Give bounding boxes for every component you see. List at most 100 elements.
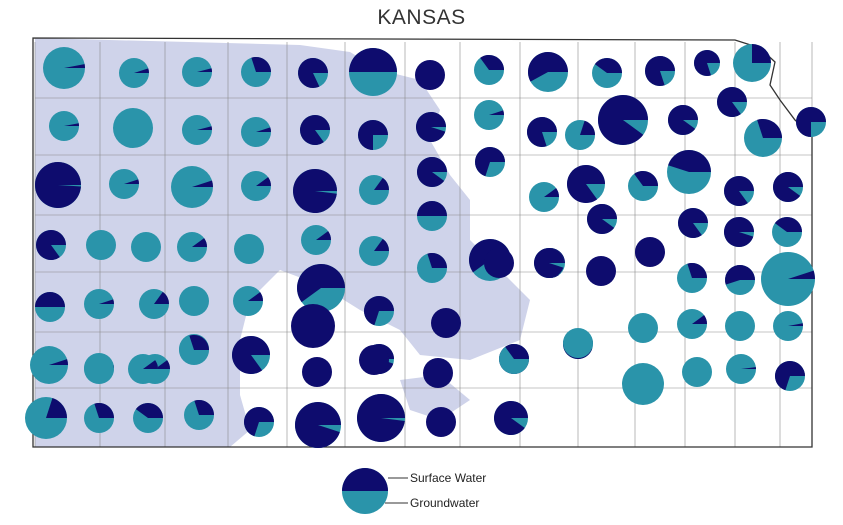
county-pie xyxy=(682,357,712,387)
county-pie xyxy=(499,344,530,374)
county-pie-surface-water xyxy=(505,344,530,359)
county-pie xyxy=(635,237,665,267)
county-pie-surface-water xyxy=(64,123,79,126)
county-pie-surface-water xyxy=(349,48,397,72)
county-pie-groundwater xyxy=(622,363,664,405)
county-pie xyxy=(622,363,664,405)
county-pie xyxy=(667,105,698,136)
county-pie-surface-water xyxy=(297,264,345,303)
county-pie xyxy=(179,286,209,316)
county-pie-groundwater xyxy=(84,354,114,384)
county-pie xyxy=(644,56,675,87)
legend xyxy=(342,468,408,514)
county-pie-surface-water xyxy=(687,263,707,278)
county-pie xyxy=(171,166,213,208)
county-pie-groundwater xyxy=(484,248,514,278)
county-pie-surface-water xyxy=(693,49,720,77)
pie-layer xyxy=(25,44,826,449)
county-pie xyxy=(474,55,505,85)
county-pie xyxy=(25,397,67,439)
county-pie-groundwater xyxy=(431,308,461,338)
county-pie-surface-water xyxy=(94,403,114,418)
county-pie-surface-water xyxy=(35,292,65,307)
county-pie xyxy=(177,232,207,262)
county-pie xyxy=(678,208,708,239)
county-pie-surface-water xyxy=(64,64,85,68)
county-pie xyxy=(423,358,453,388)
county-pie-surface-water xyxy=(594,57,622,73)
county-pie-groundwater xyxy=(426,407,456,437)
county-pie xyxy=(717,86,747,117)
county-pie xyxy=(586,256,616,286)
county-pie-surface-water xyxy=(232,336,270,374)
county-pie-surface-water xyxy=(475,147,505,177)
county-pie-surface-water xyxy=(644,56,675,87)
county-pie xyxy=(244,407,274,437)
county-pie xyxy=(475,147,505,177)
county-pie-surface-water xyxy=(364,296,394,326)
county-pie xyxy=(133,403,163,433)
county-pie xyxy=(761,252,815,306)
county-pie xyxy=(628,313,658,343)
county-pie-surface-water xyxy=(534,248,564,279)
county-pie xyxy=(534,248,564,279)
county-pie-groundwater xyxy=(359,345,389,375)
county-pie-surface-water xyxy=(194,400,214,415)
county-pie xyxy=(796,107,826,137)
county-pie xyxy=(233,286,263,316)
county-pie xyxy=(292,169,337,214)
county-pie-surface-water xyxy=(772,171,803,203)
county-pie xyxy=(49,111,79,141)
county-pie xyxy=(84,403,114,433)
county-pie-surface-water xyxy=(316,231,331,240)
county-pie xyxy=(297,264,345,312)
county-pie-surface-water xyxy=(357,394,405,443)
county-pie-surface-water xyxy=(374,177,389,190)
county-pie xyxy=(184,400,214,430)
county-pie xyxy=(417,201,447,231)
county-pie xyxy=(234,234,264,264)
county-pie-surface-water xyxy=(567,164,605,203)
county-pie xyxy=(726,354,756,384)
county-pie-groundwater xyxy=(415,60,445,90)
county-pie-surface-water xyxy=(667,105,698,136)
county-pie xyxy=(119,58,149,88)
county-pie-surface-water xyxy=(197,68,212,72)
county-pie-surface-water xyxy=(757,118,782,138)
county-pie-groundwater xyxy=(234,234,264,264)
county-pie xyxy=(494,400,528,435)
county-pie xyxy=(298,57,328,88)
county-pie-surface-water xyxy=(668,149,711,172)
county-pie xyxy=(128,354,158,384)
county-pie-surface-water xyxy=(292,169,337,214)
county-pie-surface-water xyxy=(36,230,66,261)
county-pie-groundwater xyxy=(725,311,755,341)
county-pie-surface-water xyxy=(124,179,139,184)
county-pie xyxy=(182,57,212,87)
county-pie xyxy=(30,346,68,384)
county-pie xyxy=(744,118,782,157)
county-pie-surface-water xyxy=(678,208,708,239)
county-pie-surface-water xyxy=(725,265,755,285)
county-pie xyxy=(565,120,595,150)
county-pie xyxy=(139,289,169,319)
county-pie-surface-water xyxy=(580,120,595,135)
county-pie-surface-water xyxy=(752,44,771,63)
county-pie xyxy=(84,289,114,319)
county-pie xyxy=(359,236,389,266)
county-pie-groundwater xyxy=(179,286,209,316)
county-pie-surface-water xyxy=(586,203,617,234)
county-pie-surface-water xyxy=(143,360,158,369)
county-pie xyxy=(677,309,707,339)
county-pie xyxy=(526,117,557,148)
county-pie xyxy=(131,232,161,262)
county-pie-surface-water xyxy=(717,86,747,117)
county-pie-groundwater xyxy=(586,256,616,286)
county-pie-surface-water xyxy=(99,299,114,304)
county-pie xyxy=(733,44,771,82)
county-pie-groundwater xyxy=(635,237,665,267)
county-pie xyxy=(86,230,116,260)
county-pie xyxy=(677,263,707,293)
county-pie-surface-water xyxy=(427,252,447,268)
